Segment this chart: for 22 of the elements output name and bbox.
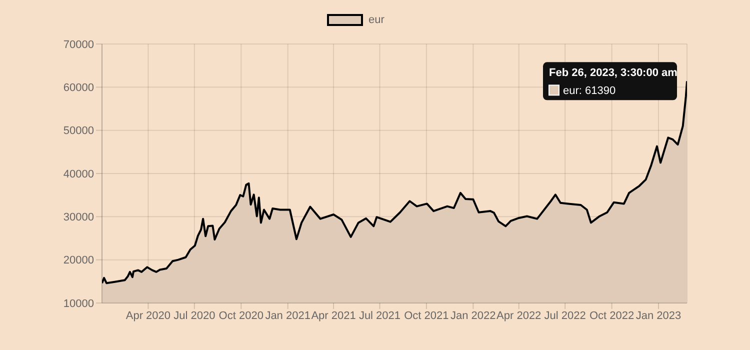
x-tick-label: Jan 2023 (636, 310, 682, 322)
annotation: eur: 61390 (563, 85, 616, 98)
y-tick-label: 70000 (63, 38, 94, 51)
y-tick-label: 30000 (63, 212, 94, 224)
annotation: Feb 26, 2023, 3:30:00 am (549, 67, 678, 80)
x-tick-label: Jul 2020 (174, 310, 216, 322)
x-tick-label: Oct 2020 (218, 310, 264, 322)
y-tick-label: 40000 (63, 168, 94, 180)
x-tick-label: Oct 2022 (589, 310, 634, 322)
legend-label: eur (368, 14, 384, 26)
x-tick-label: Apr 2020 (126, 310, 171, 322)
x-tick-label: Jan 2022 (450, 310, 496, 322)
x-tick-label: Jul 2022 (544, 310, 586, 322)
x-tick-label: Jul 2021 (358, 310, 401, 322)
x-tick-label: Oct 2021 (404, 310, 449, 322)
y-tick-label: 50000 (63, 125, 94, 138)
y-tick-label: 10000 (63, 298, 94, 310)
x-tick-label: Jan 2021 (265, 310, 310, 322)
x-tick-label: Apr 2021 (311, 310, 356, 322)
y-tick-label: 20000 (63, 254, 94, 267)
y-tick-label: 60000 (63, 82, 94, 94)
x-tick-label: Apr 2022 (496, 310, 542, 322)
